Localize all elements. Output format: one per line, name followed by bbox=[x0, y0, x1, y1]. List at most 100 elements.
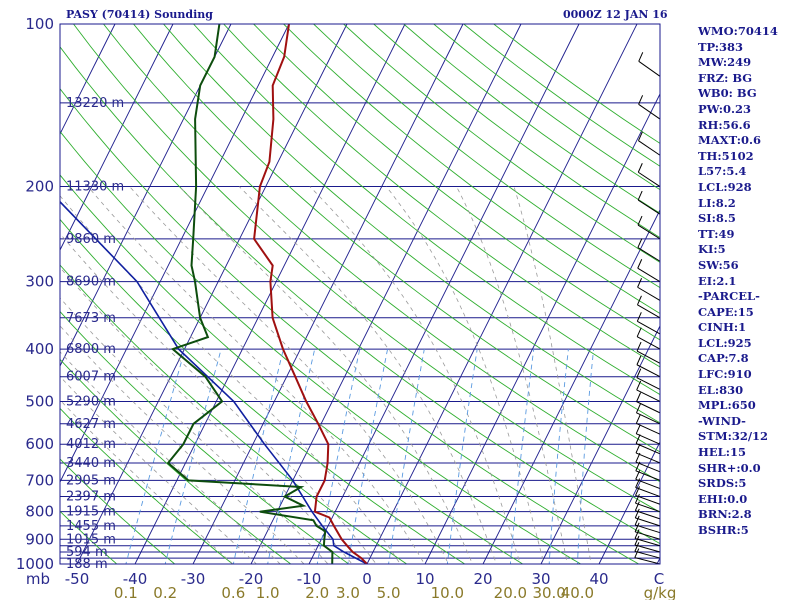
dry-adiabat-line bbox=[223, 24, 660, 368]
dry-adiabat-line bbox=[60, 458, 176, 564]
mixing-ratio-line bbox=[548, 349, 569, 564]
mixing-ratio-unit-label: g/kg bbox=[644, 584, 677, 600]
moist-adiabat-line bbox=[385, 186, 545, 564]
dry-adiabat-line bbox=[60, 87, 640, 564]
wind-barb-staff bbox=[637, 199, 661, 215]
mixing-ratio-label: 1.0 bbox=[256, 584, 280, 600]
height-tick-label: 4012 m bbox=[66, 437, 116, 452]
wind-barb-staff bbox=[637, 304, 661, 319]
dry-adiabat-line bbox=[60, 174, 524, 564]
temp-tick-label: -40 bbox=[123, 570, 148, 588]
wind-barb-staff bbox=[636, 433, 661, 445]
dry-adiabat-line bbox=[60, 358, 292, 564]
moist-adiabat-line bbox=[309, 186, 521, 564]
pressure-tick-label: 500 bbox=[25, 392, 54, 410]
temp-tick-label: -50 bbox=[65, 570, 90, 588]
mixing-ratio-label: 5.0 bbox=[377, 584, 401, 600]
station-title: PASY (70414) Sounding bbox=[66, 8, 213, 21]
dry-adiabat-line bbox=[60, 310, 350, 564]
mixing-ratio-line bbox=[347, 349, 389, 564]
dry-adiabat-line bbox=[60, 407, 234, 564]
pressure-tick-label: 700 bbox=[25, 471, 54, 489]
wind-barb-staff bbox=[634, 544, 661, 553]
isotherm-line bbox=[250, 23, 522, 565]
index-row: WMO:70414 bbox=[698, 24, 778, 38]
parcel-trace bbox=[60, 200, 368, 564]
dry-adiabat-line bbox=[60, 46, 660, 545]
height-tick-label: 1915 m bbox=[66, 505, 116, 520]
wind-barb-staff bbox=[636, 364, 661, 378]
isotherm-line bbox=[424, 93, 661, 565]
isotherm-line bbox=[540, 325, 661, 565]
index-row: -PARCEL- bbox=[698, 289, 760, 304]
dry-adiabat-lines bbox=[60, 24, 660, 564]
isotherm-line bbox=[482, 209, 661, 565]
wind-barb-staff bbox=[637, 267, 661, 283]
wind-barb-flag bbox=[637, 131, 643, 141]
sounding-time: 0000Z 12 JAN 16 bbox=[563, 8, 668, 21]
indices-panel: WMO:70414 TP:383 MW:249 FRZ: BG WB0: BG PW:0.… bbox=[698, 24, 800, 539]
height-tick-label: 1015 m bbox=[66, 532, 116, 547]
index-row: EL:830 bbox=[698, 382, 744, 397]
mixing-ratio-label: 0.1 bbox=[114, 584, 138, 600]
isotherm-line bbox=[308, 23, 580, 565]
moist-adiabat-line bbox=[239, 186, 497, 564]
pressure-tick-label: 200 bbox=[25, 178, 54, 196]
wind-barb-staff bbox=[634, 538, 661, 547]
wind-barb-flag bbox=[638, 52, 644, 62]
index-row: L57:5.4 bbox=[698, 164, 747, 179]
index-row: CAP:7.8 bbox=[698, 351, 749, 366]
index-row: PW:0.23 bbox=[698, 101, 752, 116]
index-row: FRZ: BG bbox=[698, 70, 753, 85]
index-row: CAPE:15 bbox=[698, 304, 754, 319]
wind-barb-staff bbox=[634, 550, 661, 559]
wind-barb-flag bbox=[637, 278, 643, 288]
isotherm-line bbox=[134, 23, 406, 565]
index-row: LCL:928 bbox=[698, 179, 752, 194]
wind-barb-staff bbox=[634, 557, 661, 565]
wind-barb-flag bbox=[636, 295, 642, 306]
index-row: TH:5102 bbox=[698, 148, 754, 163]
mixing-ratio-line bbox=[164, 348, 222, 564]
isotherm-line bbox=[76, 23, 348, 565]
mixing-ratio-label: 30.0 bbox=[532, 584, 565, 600]
moist-adiabat-line bbox=[456, 186, 569, 564]
index-row: SI:8.5 bbox=[698, 211, 736, 226]
isotherm-line bbox=[366, 23, 638, 565]
wind-barb-flag bbox=[635, 403, 641, 413]
plot-frame bbox=[59, 23, 661, 565]
wind-barbs bbox=[634, 52, 661, 565]
dry-adiabat-line bbox=[133, 24, 660, 453]
dry-adiabat-line bbox=[73, 24, 660, 513]
wind-barb-staff bbox=[635, 502, 661, 513]
height-tick-label: 8690 m bbox=[66, 275, 116, 290]
temp-tick-label: -10 bbox=[297, 570, 322, 588]
wind-barb-staff bbox=[637, 286, 661, 301]
height-tick-label: 1455 m bbox=[66, 519, 116, 534]
moist-adiabat-line bbox=[513, 186, 592, 564]
moist-adiabat-line bbox=[60, 351, 281, 564]
index-row: MAXT:0.6 bbox=[698, 133, 761, 148]
isotherm-line bbox=[59, 23, 290, 483]
height-tick-label: 11330 m bbox=[66, 180, 124, 195]
wind-barb-flag bbox=[636, 380, 642, 391]
wind-barb-flag bbox=[635, 434, 641, 444]
dry-adiabat-line bbox=[343, 24, 660, 263]
wind-barb-flag bbox=[634, 529, 640, 539]
index-row: EHI:0.0 bbox=[698, 491, 748, 506]
wind-barb-flag bbox=[637, 238, 643, 248]
wind-barb-staff bbox=[635, 470, 661, 481]
wind-barb-flag bbox=[634, 548, 640, 558]
moist-adiabat-line bbox=[60, 233, 377, 564]
height-tick-label: 9860 m bbox=[66, 232, 116, 247]
wind-barb-flag bbox=[634, 542, 640, 552]
dry-adiabat-line bbox=[103, 24, 660, 483]
wind-barb-flag bbox=[634, 535, 640, 546]
wind-barb-flag bbox=[638, 95, 644, 105]
wind-barb-staff bbox=[636, 350, 661, 364]
mixing-ratio-line bbox=[232, 348, 284, 564]
dry-adiabat-line bbox=[253, 24, 660, 341]
mixing-ratio-label: 10.0 bbox=[431, 584, 464, 600]
dewpoint-trace bbox=[166, 24, 334, 564]
